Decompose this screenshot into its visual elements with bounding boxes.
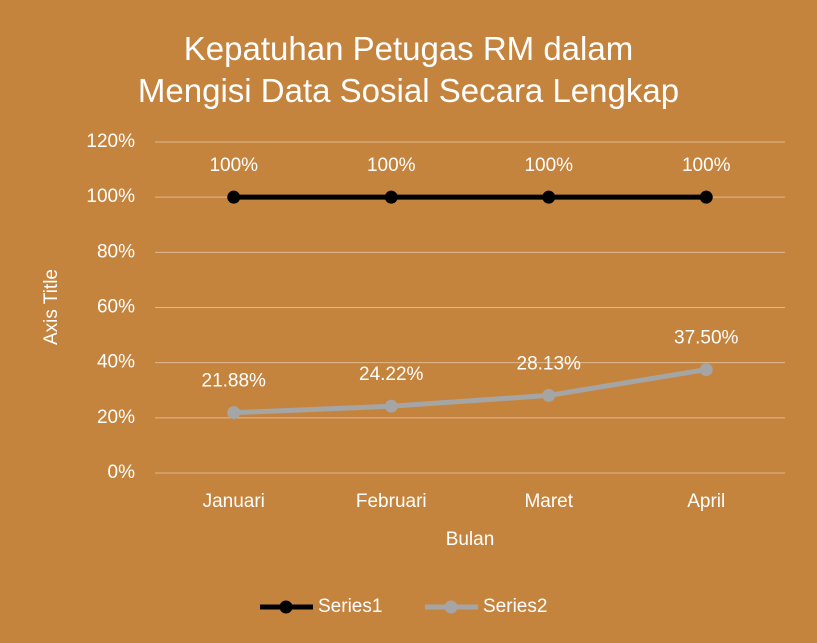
y-tick-label: 60% <box>97 297 135 318</box>
data-label: 100% <box>682 155 731 176</box>
data-label: 37.50% <box>674 328 739 349</box>
data-label: 100% <box>524 155 573 176</box>
legend-label: Series1 <box>318 596 382 617</box>
y-tick-label: 120% <box>86 131 135 152</box>
marker <box>384 190 398 204</box>
y-tick-label: 40% <box>97 352 135 373</box>
marker <box>542 388 556 402</box>
y-tick-label: 20% <box>97 407 135 428</box>
x-tick-label: Maret <box>524 491 573 512</box>
data-label: 21.88% <box>202 371 267 392</box>
marker <box>384 399 398 413</box>
marker <box>699 190 713 204</box>
legend-marker <box>279 600 293 614</box>
marker <box>542 190 556 204</box>
marker <box>227 190 241 204</box>
y-tick-label: 80% <box>97 241 135 262</box>
chart-title: Kepatuhan Petugas RM dalam Mengisi Data … <box>137 30 680 109</box>
y-tick-label: 100% <box>86 186 135 207</box>
data-label: 24.22% <box>359 364 424 385</box>
data-label: 28.13% <box>517 353 582 374</box>
x-axis-title: Bulan <box>446 529 495 550</box>
x-tick-label: Februari <box>356 491 427 512</box>
y-tick-label: 0% <box>108 462 136 483</box>
marker <box>699 363 713 377</box>
data-label: 100% <box>367 155 416 176</box>
marker <box>227 406 241 420</box>
x-tick-label: April <box>687 491 725 512</box>
y-axis-title: Axis Title <box>41 269 62 345</box>
x-tick-label: Januari <box>203 491 265 512</box>
series-line <box>233 367 707 416</box>
data-label: 100% <box>209 155 258 176</box>
legend-label: Series2 <box>483 596 547 617</box>
legend-marker <box>444 600 458 614</box>
